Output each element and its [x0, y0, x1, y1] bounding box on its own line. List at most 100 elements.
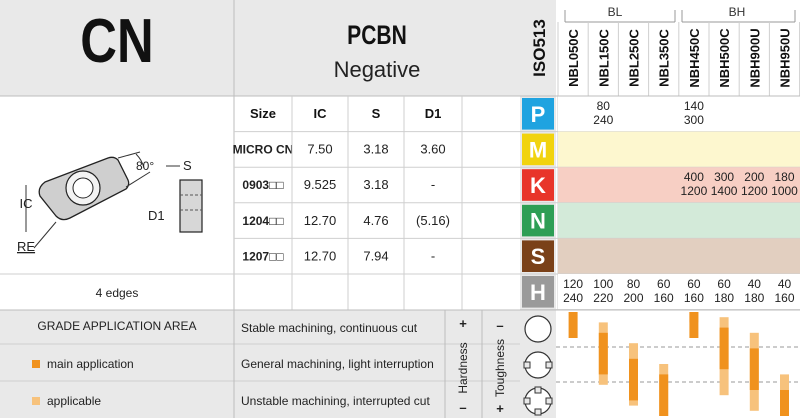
cutting-speed-value: 180	[774, 170, 794, 184]
size-value: 7.50	[307, 142, 332, 157]
re-leader	[33, 221, 57, 249]
ic-label: IC	[20, 196, 33, 211]
iso-band-h	[558, 274, 800, 310]
cutting-speed-value: 240	[593, 113, 613, 127]
cutting-speed-value: 180	[744, 291, 764, 305]
angle-label: 80°	[136, 159, 154, 173]
size-value: 9.525	[304, 177, 337, 192]
cutting-speed-value: 40	[748, 277, 762, 291]
re-label: RE	[17, 239, 35, 254]
edges-label: 4 edges	[96, 286, 139, 300]
iso-letter-n: N	[530, 209, 546, 234]
cutting-speed-value: 1000	[771, 184, 798, 198]
size-value: 12.70	[304, 248, 337, 263]
iso-badge-h	[522, 276, 554, 308]
condition-general: General machining, light interruption	[241, 357, 434, 371]
grade-header-nbl250c: NBL250C	[627, 28, 642, 86]
size-value: 3.18	[363, 142, 388, 157]
grade-header-nbh500c: NBH500C	[717, 28, 732, 88]
grade-header-nbh450c: NBH450C	[687, 28, 702, 88]
main-application-bar	[598, 332, 608, 375]
toughness-minus: –	[496, 318, 503, 333]
size-value: 3.18	[363, 177, 388, 192]
main-application-bar	[719, 327, 729, 370]
insert-hole-inner	[72, 177, 94, 199]
light-interruption-icon	[523, 351, 553, 379]
iso-badge-s	[522, 240, 554, 272]
grade-header-bg	[520, 0, 800, 96]
size-col-header: S	[372, 106, 381, 121]
cutting-speed-value: 160	[774, 291, 794, 305]
grade-header-nbh900u: NBH900U	[747, 28, 762, 87]
size-designation: 0903□□	[242, 178, 283, 192]
iso-letter-p: P	[531, 102, 546, 127]
iso-badge-n	[522, 204, 554, 237]
toughness-plus: +	[496, 401, 504, 416]
cutting-speed-value: 80	[627, 277, 641, 291]
iso-letter-s: S	[531, 244, 546, 269]
applicable-swatch	[32, 397, 40, 405]
applicable-label: applicable	[47, 394, 101, 408]
insert-drawing: 80° IC RE S D1 4 edges	[17, 151, 203, 300]
iso-badge-p	[522, 98, 554, 130]
cutting-speed-value: 160	[684, 291, 704, 305]
angle-leader	[125, 171, 151, 188]
subtitle: Negative	[334, 57, 421, 82]
cutting-speed-value: 400	[684, 170, 704, 184]
toughness-label: Toughness	[493, 339, 507, 397]
cutting-speed-value: 1400	[711, 184, 738, 198]
main-application-swatch	[32, 360, 40, 368]
application-area-bg	[0, 310, 520, 418]
cutting-speed-value: 40	[778, 277, 792, 291]
iso-letter-k: K	[530, 173, 546, 198]
insert-code: CN	[80, 7, 153, 76]
cutting-speed-value: 300	[714, 170, 734, 184]
group-bl-label: BL	[608, 5, 623, 19]
iso-band-n	[558, 202, 800, 239]
grade-header-nbl350c: NBL350C	[657, 28, 672, 86]
cutting-speed-value: 60	[687, 277, 701, 291]
iso-letter-h: H	[530, 280, 546, 305]
size-value: 3.60	[420, 142, 445, 157]
continuous-cut-icon	[524, 315, 552, 343]
condition-unstable: Unstable machining, interrupted cut	[241, 394, 430, 408]
angle-leader	[117, 151, 141, 159]
size-designation: MICRO CN	[233, 143, 294, 157]
cutting-speed-value: 200	[623, 291, 643, 305]
cutting-speed-value: 1200	[741, 184, 768, 198]
cutting-speed-value: 100	[593, 277, 613, 291]
iso-band-k	[558, 167, 800, 203]
group-bh-label: BH	[729, 5, 746, 19]
size-col-header: D1	[425, 106, 442, 121]
iso-letter-m: M	[529, 137, 547, 162]
cutting-speed-value: 1200	[681, 184, 708, 198]
size-value: -	[431, 248, 435, 263]
hardness-label: Hardness	[456, 342, 470, 393]
iso-band-s	[558, 238, 800, 274]
cutting-speed-value: 80	[597, 99, 611, 113]
main-application-bar	[659, 374, 669, 416]
size-value: 4.76	[363, 213, 388, 228]
size-designation: 1204□□	[242, 214, 283, 228]
cutting-speed-value: 160	[654, 291, 674, 305]
main-application-bar	[780, 390, 789, 416]
cutting-speed-value: 120	[563, 277, 583, 291]
insert-side-view	[179, 179, 203, 233]
angle-arc	[135, 153, 145, 169]
cutting-speed-value: 180	[714, 291, 734, 305]
main-application-bar	[749, 348, 759, 390]
application-title: GRADE APPLICATION AREA	[37, 319, 196, 333]
main-application-bar	[689, 312, 699, 338]
title-band	[0, 0, 520, 96]
cutting-speed-value: 140	[684, 99, 704, 113]
s-label: S	[183, 158, 192, 173]
interrupted-cut-icon	[523, 386, 553, 416]
main-application-label: main application	[47, 357, 134, 371]
size-value: 7.94	[363, 248, 388, 263]
iso-standard-label: ISO513	[530, 19, 549, 77]
size-value: (5.16)	[416, 213, 450, 228]
size-col-header: Size	[250, 106, 276, 121]
cutting-speed-value: 60	[657, 277, 671, 291]
iso-badge-m	[522, 133, 554, 166]
grade-header-nbh950u: NBH950U	[778, 28, 793, 87]
